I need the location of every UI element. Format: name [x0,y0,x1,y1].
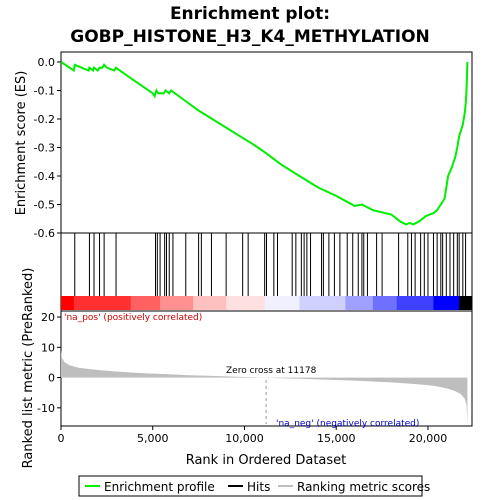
pos-correlated-label: 'na_pos' (positively correlated) [64,313,202,323]
colorbar-segment [160,296,194,310]
ranked-metric-panel: 20 10 0 -10 0 5,000 10,000 15,000 20,000 'na_po… [21,268,473,469]
plot-title-line2: GOBP_HISTONE_H3_K4_METHYLATION [70,27,430,47]
metric-xtick-label: 5,000 [137,432,169,445]
colorbar-segment [396,296,434,310]
es-ytick-label: 0.0 [38,56,56,69]
es-ytick-label: -0.4 [34,170,55,183]
es-ytick-label: -0.3 [34,142,55,155]
metric-xlabel: Rank in Ordered Dataset [186,453,347,468]
colorbar-segment [226,296,266,310]
es-ylabel: Enrichment score (ES) [14,71,29,216]
es-ytick-label: -0.1 [34,85,55,98]
metric-ytick-label: -10 [37,402,55,415]
legend-label-hits: Hits [247,480,270,494]
metric-ytick-label: 10 [41,341,55,354]
enrichment-score-panel: 0.0 -0.1 -0.2 -0.3 -0.4 -0.5 -0.6 Enrichment s… [14,51,473,240]
es-panel-frame [60,51,473,234]
metric-ylabel: Ranked list metric (PreRanked) [21,268,36,469]
enrichment-profile-line [60,61,469,226]
metric-xtick-label: 20,000 [409,432,448,445]
colorbar-segment [433,296,460,310]
metric-xtick-label: 15,000 [317,432,356,445]
metric-xtick-label: 10,000 [225,432,264,445]
colorbar-segment [299,296,346,310]
es-ytick-label: -0.2 [34,113,55,126]
legend-frame [78,475,423,497]
colorbar-segment [264,296,301,310]
zero-cross-label: Zero cross at 11178 [226,366,317,376]
legend-label-enrichment: Enrichment profile [104,480,215,494]
colorbar-segment [372,296,398,310]
colorbar-segment [193,296,227,310]
legend-label-metric: Ranking metric scores [297,480,430,494]
plot-title-line1: Enrichment plot: [170,4,330,24]
colorbar-segment [73,296,132,310]
colorbar-segment [61,296,75,310]
colorbar-segment [459,296,473,310]
metric-ytick-label: 20 [41,311,55,324]
metric-xtick-label: 0 [58,432,65,445]
metric-ytick-label: 0 [48,372,55,385]
legend: Enrichment profile Hits Ranking metric s… [78,475,430,497]
hits-panel [60,232,473,312]
es-ytick-label: -0.5 [34,199,55,212]
colorbar-segment [130,296,161,310]
es-ytick-label: -0.6 [34,227,55,240]
colorbar-segment [345,296,374,310]
neg-correlated-label: 'na_neg' (negatively correlated) [276,419,419,429]
